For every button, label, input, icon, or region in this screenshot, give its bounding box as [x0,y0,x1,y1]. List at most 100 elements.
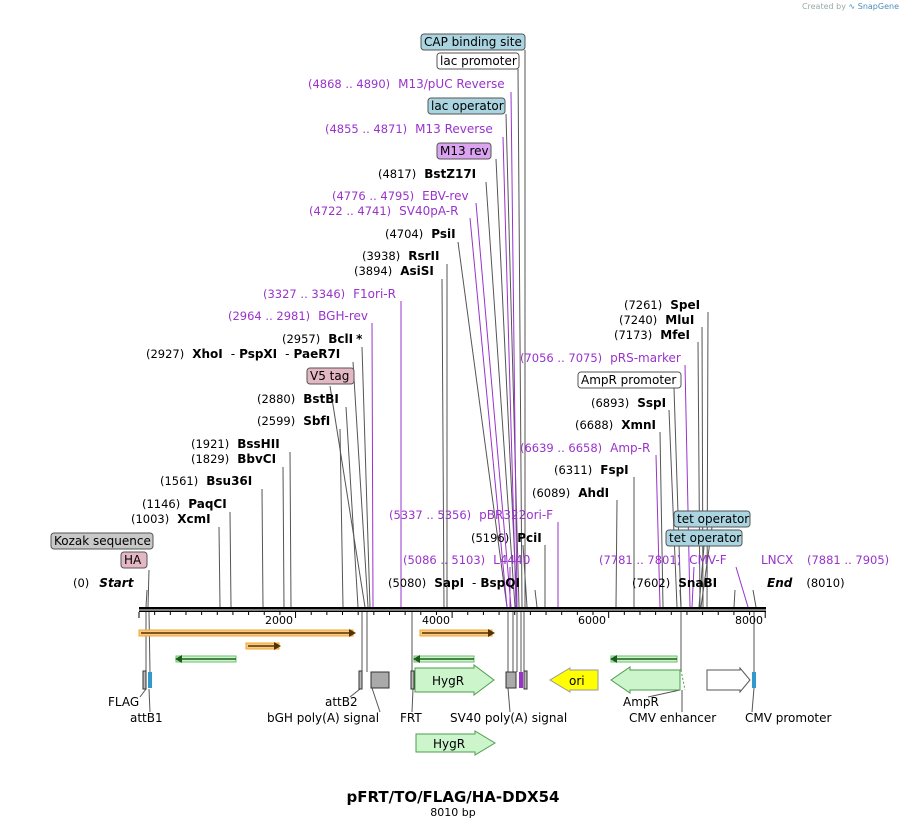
site-paqci[interactable]: (1146) PaqCI [142,497,227,511]
feature-m13-rev[interactable]: M13 rev [436,142,492,160]
boxed-feature-labels: CAP binding site lac promoter lac operat… [50,33,751,569]
site-pcii[interactable]: (5196) PciI [471,531,542,545]
svg-text:V5 tag: V5 tag [310,369,349,383]
site-xmni[interactable]: (6688) XmnI [575,418,656,432]
credit-brand: SnapGene [857,2,899,11]
leader-line [507,687,511,713]
leader-line [329,385,366,608]
leader-line [147,569,150,608]
site-bstbi[interactable]: (2880) BstBI [257,392,339,406]
primer-m13-puc-reverse[interactable]: (4868 .. 4890) M13/pUC Reverse [308,77,505,91]
leader-line [361,346,371,608]
primer-bgh-rev[interactable]: (2964 .. 2981) BGH-rev [228,309,368,323]
feature-tet-operator-2[interactable]: tet operator [665,529,743,547]
leader-line [475,202,512,608]
site-ahdi[interactable]: (6089) AhdI [532,486,609,500]
leader-line [697,341,701,608]
site-sspi[interactable]: (6893) SspI [591,396,666,410]
site-xcmi[interactable]: (1003) XcmI [131,512,211,526]
orf-arrow-green-1[interactable] [175,655,237,663]
site-start[interactable]: (0) Start [73,576,135,590]
label-ampr: AmpR [623,695,659,709]
feature-cmv-enhancer[interactable] [706,666,751,694]
primer-sv40pa-r[interactable]: (4722 .. 4741) SV40pA-R [309,204,458,218]
ruler-tick-6000: 6000 [578,614,606,627]
orf-arrow-orange-short[interactable] [245,642,281,650]
site-mfei[interactable]: (7173) MfeI [614,328,690,342]
feature-v5-tag[interactable]: V5 tag [306,367,355,385]
site-sbfi[interactable]: (2599) SbfI [257,414,330,428]
feature-ha[interactable]: HA [120,551,148,569]
feature-hygr-arrow-2[interactable]: HygR [415,730,496,756]
leader-line [339,428,344,608]
feature-ampr-promoter[interactable]: AmpR promoter [577,371,682,389]
credit-prefix: Created by [801,2,846,11]
site-bbvci[interactable]: (1829) BbvCI [191,452,276,466]
feature-flag[interactable] [142,670,147,690]
label-cmv-promoter: CMV promoter [745,711,832,725]
feature-cmv-promoter[interactable] [752,672,756,688]
feature-ampr-arrow[interactable] [610,666,686,694]
svg-text:Kozak sequence: Kozak sequence [54,534,151,548]
site-psii[interactable]: (4704) PsiI [385,227,456,241]
leader-line [615,499,618,608]
leader-line [684,364,691,608]
site-bsshii[interactable]: (1921) BssHII [191,437,280,451]
orf-arrows [138,629,678,663]
site-fspi[interactable]: (6311) FspI [554,463,629,477]
primer-cmv-f[interactable]: (7781 .. 7801) CMV-F [599,553,727,567]
ruler-tick-8000: 8000 [735,614,763,627]
feature-bgh-polya[interactable] [370,671,390,689]
primer-m13-reverse[interactable]: (4855 .. 4871) M13 Reverse [325,122,493,136]
feature-hygr-arrow[interactable]: HygR [414,664,495,696]
primer-amp-r[interactable]: (6639 .. 6658) Amp-R [520,441,650,455]
leader-lines [139,50,757,713]
site-snabi[interactable]: (7602) SnaBI [632,576,717,590]
site-mlui[interactable]: (7240) MluI [619,313,694,327]
site-end[interactable]: End (8010) [767,576,845,590]
feature-attb2[interactable] [358,670,363,690]
primer-pbr322ori-f[interactable]: (5337 .. 5356) pBR322ori-F [389,508,553,522]
feature-attb1[interactable] [148,672,152,688]
site-spei[interactable]: (7261) SpeI [624,298,700,312]
feature-track: HygR ori HygR [142,664,756,756]
feature-cap-binding-site[interactable]: CAP binding site [420,33,526,51]
label-attb1: attB1 [130,711,163,725]
ruler-tick-2000: 2000 [265,614,293,627]
orf-arrow-green-2[interactable] [413,655,475,663]
site-bsu36i[interactable]: (1561) Bsu36I [160,474,252,488]
hygr-label-2: HygR [433,737,465,751]
primer-f1ori-r[interactable]: (3327 .. 3346) F1ori-R [263,287,396,301]
site-rsrii[interactable]: (3938) RsrII [362,249,439,263]
feature-ori-arrow[interactable]: ori [549,667,599,693]
feature-lac-operator[interactable]: lac operator [427,97,506,115]
orf-arrow-orange-long[interactable] [138,629,356,637]
feature-kozak-sequence[interactable]: Kozak sequence [50,532,154,550]
leader-line [371,687,381,713]
site-xhoi[interactable]: (2927) XhoI - PspXI - PaeR7I [146,347,340,361]
site-bcli[interactable]: (2957) BclI * [282,332,363,346]
feature-sv40-mark2 [523,670,528,690]
site-sapi[interactable]: (5080) SapI - BspQI [388,576,520,590]
leader-line [691,566,695,608]
leader-line [371,322,374,608]
primer-prs-marker[interactable]: (7056 .. 7075) pRS-marker [520,351,681,365]
leader-line [139,688,147,698]
primer-l4440[interactable]: (5086 .. 5103) L4440 [403,553,530,567]
leader-line [148,688,151,713]
site-bstz17i[interactable]: (4817) BstZ17I [378,167,476,181]
site-asisi[interactable]: (3894) AsiSI [354,264,434,278]
feature-tet-operator-1[interactable]: tet operator [673,510,751,528]
label-frt: FRT [400,711,422,725]
feature-frt[interactable] [410,670,415,690]
orf-arrow-orange-mid[interactable] [419,629,495,637]
orf-arrow-green-3[interactable] [610,655,678,663]
feature-lac-promoter[interactable]: lac promoter [436,52,520,70]
feature-sv40-polya[interactable] [505,671,517,689]
leader-line [469,217,508,608]
primer-labels: (4868 .. 4890) M13/pUC Reverse (4855 .. 4… [228,77,889,567]
primer-ebv-rev[interactable]: (4776 .. 4795) EBV-rev [332,189,469,203]
svg-text:HA: HA [124,553,142,567]
primer-lncx-name[interactable]: LNCX [761,553,793,567]
